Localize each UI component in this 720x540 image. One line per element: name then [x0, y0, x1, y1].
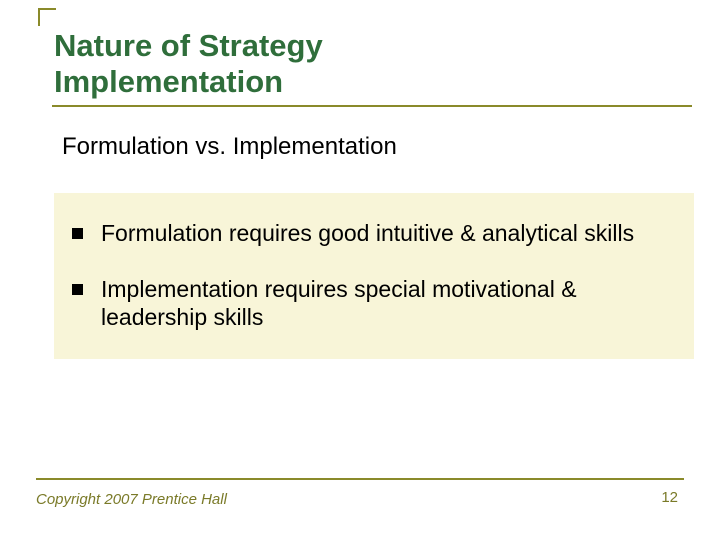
slide-title: Nature of Strategy Implementation — [54, 28, 684, 99]
subtitle: Formulation vs. Implementation — [62, 133, 684, 161]
bullet-container: Formulation requires good intuitive & an… — [54, 193, 694, 359]
bullet-text: Formulation requires good intuitive & an… — [101, 219, 634, 247]
footer-rule — [36, 478, 684, 480]
bullet-text: Implementation requires special motivati… — [101, 275, 676, 331]
corner-mark — [38, 8, 56, 26]
square-bullet-icon — [72, 228, 83, 239]
title-block: Nature of Strategy Implementation — [54, 28, 684, 107]
copyright-text: Copyright 2007 Prentice Hall — [36, 491, 227, 508]
title-line-1: Nature of Strategy — [54, 28, 323, 63]
slide: Nature of Strategy Implementation Formul… — [0, 0, 720, 540]
square-bullet-icon — [72, 284, 83, 295]
bullet-item: Implementation requires special motivati… — [72, 275, 676, 331]
page-number: 12 — [661, 489, 678, 506]
title-line-2: Implementation — [54, 64, 283, 99]
title-underline — [52, 105, 692, 107]
bullet-item: Formulation requires good intuitive & an… — [72, 219, 676, 247]
